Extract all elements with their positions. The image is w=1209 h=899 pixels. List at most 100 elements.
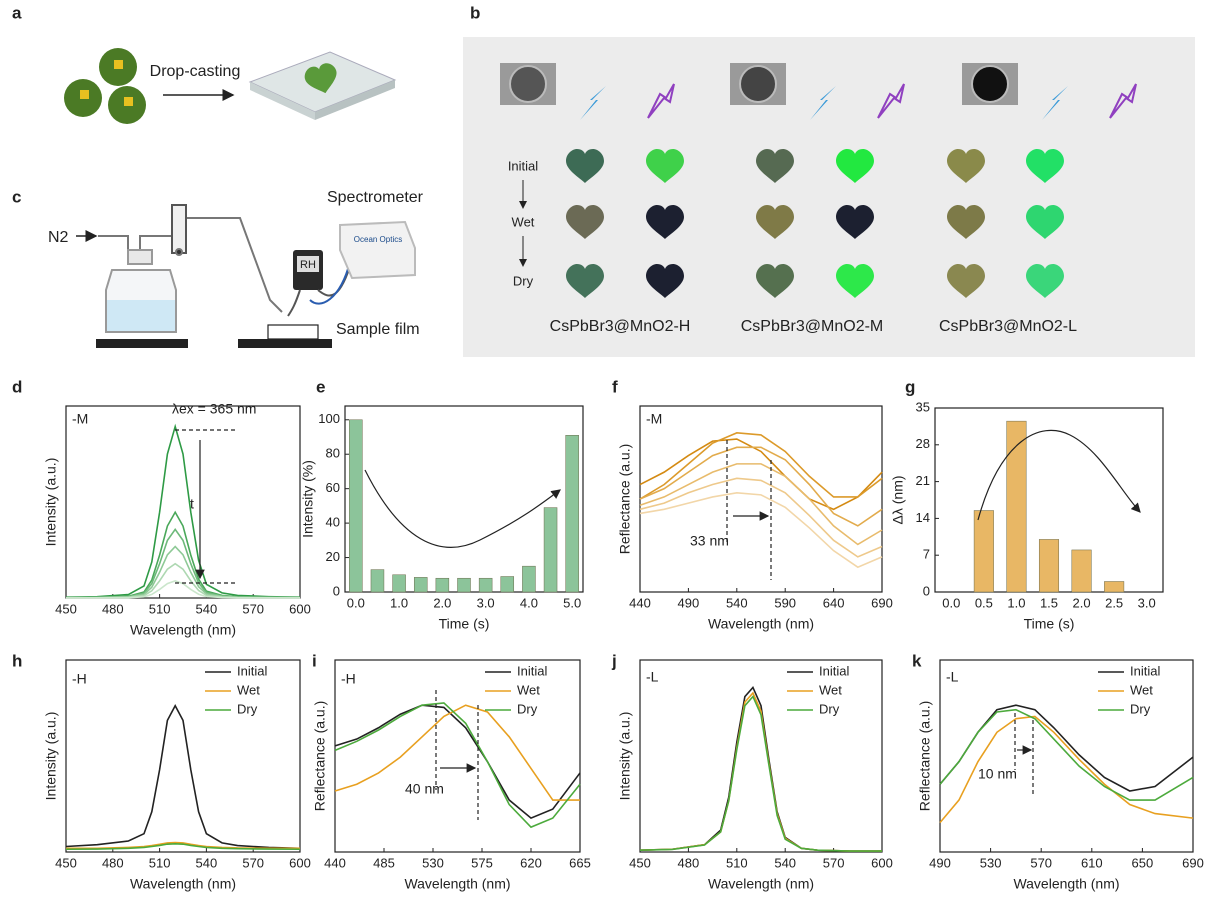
- bar: [393, 575, 406, 592]
- caption: Drop-casting: [150, 63, 241, 80]
- gas-label: N2: [48, 229, 69, 246]
- x-tick-label: 480: [678, 855, 700, 870]
- x-tick-label: 690: [1182, 855, 1204, 870]
- legend-label: Initial: [819, 663, 849, 678]
- y-tick-label: 0: [333, 583, 340, 598]
- bar: [349, 420, 362, 592]
- y-axis-label: Reflectance (a.u.): [917, 701, 933, 812]
- x-tick-label: 600: [289, 855, 311, 870]
- sample-name: CsPbBr3@MnO2-L: [939, 318, 1077, 335]
- x-tick-label: 540: [726, 595, 748, 610]
- x-tick-label: 440: [629, 595, 651, 610]
- series-line: [640, 433, 882, 499]
- panel-label: d: [12, 377, 22, 396]
- glass-slide: [250, 52, 395, 120]
- bar: [501, 577, 514, 593]
- legend-label: Dry: [237, 701, 258, 716]
- annotation: 40 nm: [405, 781, 444, 797]
- x-axis-label: Time (s): [1024, 616, 1075, 632]
- panel-label: g: [905, 377, 915, 396]
- x-tick-label: 2.0: [1073, 595, 1091, 610]
- x-tick-label: 570: [242, 601, 264, 616]
- series-line: [66, 529, 300, 597]
- series-line: [640, 447, 882, 526]
- y-tick-label: 21: [916, 473, 930, 488]
- y-tick-label: 28: [916, 436, 930, 451]
- annotation: t: [190, 496, 194, 512]
- tem-particle: [972, 66, 1008, 102]
- bar: [544, 508, 557, 592]
- x-tick-label: 540: [196, 601, 218, 616]
- legend-label: Initial: [517, 663, 547, 678]
- x-axis-label: Wavelength (nm): [708, 876, 814, 892]
- sensor-label: RH: [300, 259, 316, 271]
- bar: [371, 570, 384, 592]
- x-tick-label: 600: [871, 855, 893, 870]
- plot-frame: [940, 660, 1193, 852]
- legend-label: Dry: [1130, 701, 1151, 716]
- sample-name: CsPbBr3@MnO2-H: [550, 318, 691, 335]
- x-tick-label: 570: [242, 855, 264, 870]
- bar: [1072, 550, 1092, 592]
- series-line: [66, 706, 300, 849]
- chart: gTime (s)Δλ (nm)07142128350.00.51.01.52.…: [890, 377, 1163, 631]
- annotation: -M: [72, 411, 88, 427]
- annotation: -H: [341, 671, 356, 687]
- x-tick-label: 575: [471, 855, 493, 870]
- y-tick-label: 20: [326, 549, 340, 564]
- x-axis-label: Wavelength (nm): [130, 622, 236, 638]
- bar: [436, 578, 449, 592]
- x-tick-label: 1.0: [390, 595, 408, 610]
- panel-label: k: [912, 651, 922, 670]
- series-line: [640, 697, 882, 852]
- y-tick-label: 7: [923, 547, 930, 562]
- x-tick-label: 490: [929, 855, 951, 870]
- x-tick-label: 665: [569, 855, 591, 870]
- x-tick-label: 690: [871, 595, 893, 610]
- bar: [479, 578, 492, 592]
- figure: a Drop-casting b Initial Wet Dry CsPbBr3…: [0, 0, 1209, 899]
- x-tick-label: 450: [55, 601, 77, 616]
- panel-label: f: [612, 377, 618, 396]
- x-tick-label: 510: [149, 601, 171, 616]
- y-axis-label: Intensity (a.u.): [43, 458, 59, 547]
- x-tick-label: 490: [678, 595, 700, 610]
- guide: [978, 430, 1140, 520]
- x-tick-label: 440: [324, 855, 346, 870]
- x-tick-label: 450: [55, 855, 77, 870]
- x-tick-label: 2.0: [433, 595, 451, 610]
- y-axis-label: Δλ (nm): [890, 475, 906, 524]
- x-axis-label: Time (s): [439, 616, 490, 632]
- x-tick-label: 480: [102, 601, 124, 616]
- y-tick-label: 80: [326, 446, 340, 461]
- bar: [1104, 581, 1124, 592]
- x-tick-label: 510: [726, 855, 748, 870]
- chart: hWavelength (nm)Intensity (a.u.)45048051…: [12, 651, 311, 891]
- series-line: [66, 427, 300, 598]
- x-tick-label: 0.0: [347, 595, 365, 610]
- legend-label: Wet: [237, 682, 260, 697]
- x-tick-label: 1.0: [1007, 595, 1025, 610]
- x-tick-label: 540: [196, 855, 218, 870]
- x-tick-label: 450: [629, 855, 651, 870]
- bar: [522, 566, 535, 592]
- x-tick-label: 1.5: [1040, 595, 1058, 610]
- legend-label: Wet: [1130, 682, 1153, 697]
- bar: [414, 577, 427, 592]
- sample-label: Sample film: [336, 321, 420, 338]
- x-tick-label: 0.5: [975, 595, 993, 610]
- bar: [974, 511, 994, 592]
- series-line: [335, 705, 580, 818]
- x-tick-label: 540: [774, 855, 796, 870]
- x-tick-label: 650: [1132, 855, 1154, 870]
- chart: d Wavelength (nm) Intensity (a.u.) 450 480 51…: [12, 377, 311, 637]
- legend-label: Initial: [1130, 663, 1160, 678]
- y-tick-label: 100: [318, 411, 340, 426]
- guide: [365, 470, 560, 547]
- tem-particle: [740, 66, 776, 102]
- x-tick-label: 5.0: [563, 595, 581, 610]
- annotation: -L: [946, 669, 959, 685]
